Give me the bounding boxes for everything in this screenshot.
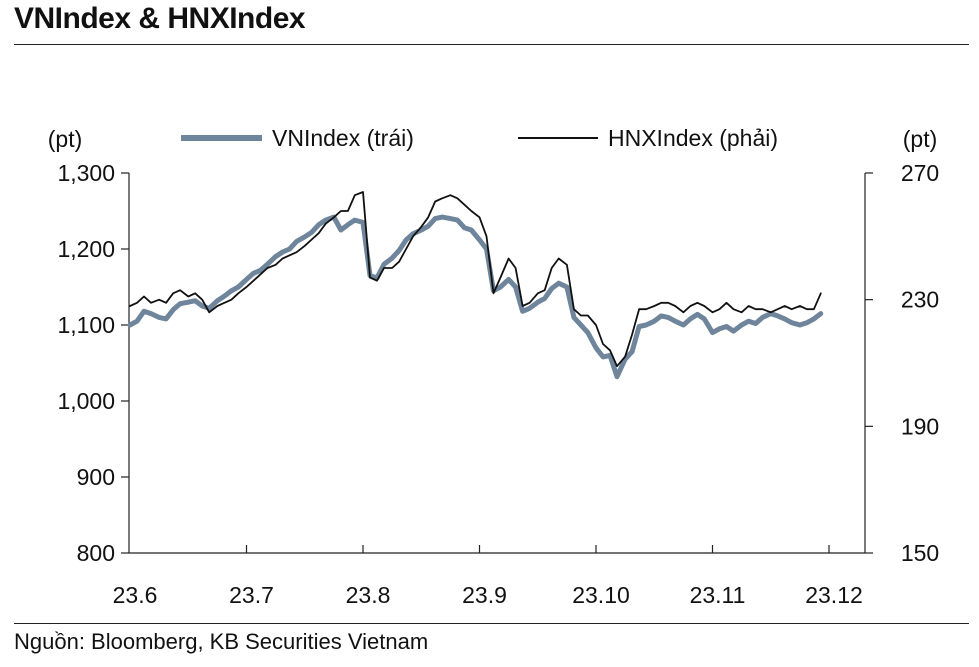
right-axis-unit: (pt) [903,126,938,152]
x-tick-label: 23.9 [462,582,507,608]
right-tick-label: 190 [901,413,939,439]
x-axis-ticks: 23.6 23.7 23.8 23.9 23.10 23.11 23.12 [113,545,863,608]
footer-divider [14,623,969,624]
x-tick-label: 23.12 [805,582,863,608]
right-tick-label: 270 [901,160,939,186]
left-tick-label: 900 [77,464,115,490]
right-tick-label: 230 [901,287,939,313]
x-tick-label: 23.10 [572,582,630,608]
series-line-vnindex [127,214,824,380]
right-axis-ticks: 150 190 230 270 [865,160,939,566]
series-line-hnxindex [129,191,822,368]
title-divider [14,44,969,45]
x-tick-label: 23.11 [690,582,746,608]
left-axis-unit: (pt) [48,126,83,152]
series-layer [127,191,824,380]
legend-label-vnindex: VNIndex (trái) [272,125,414,151]
x-tick-label: 23.6 [113,582,158,608]
x-tick-label: 23.8 [346,582,391,608]
right-tick-label: 150 [901,540,939,566]
left-tick-label: 1,000 [57,388,115,414]
left-tick-label: 800 [77,540,115,566]
page-title: VNIndex & HNXIndex [14,2,306,35]
source-note: Nguồn: Bloomberg, KB Securities Vietnam [14,629,429,654]
legend-label-hnxindex: HNXIndex (phải) [608,125,778,151]
left-tick-label: 1,200 [57,236,115,262]
left-axis-ticks: 800 900 1,000 1,100 1,200 1,300 [57,160,129,566]
left-tick-label: 1,100 [57,312,115,338]
left-tick-label: 1,300 [57,160,115,186]
x-tick-label: 23.7 [229,582,274,608]
